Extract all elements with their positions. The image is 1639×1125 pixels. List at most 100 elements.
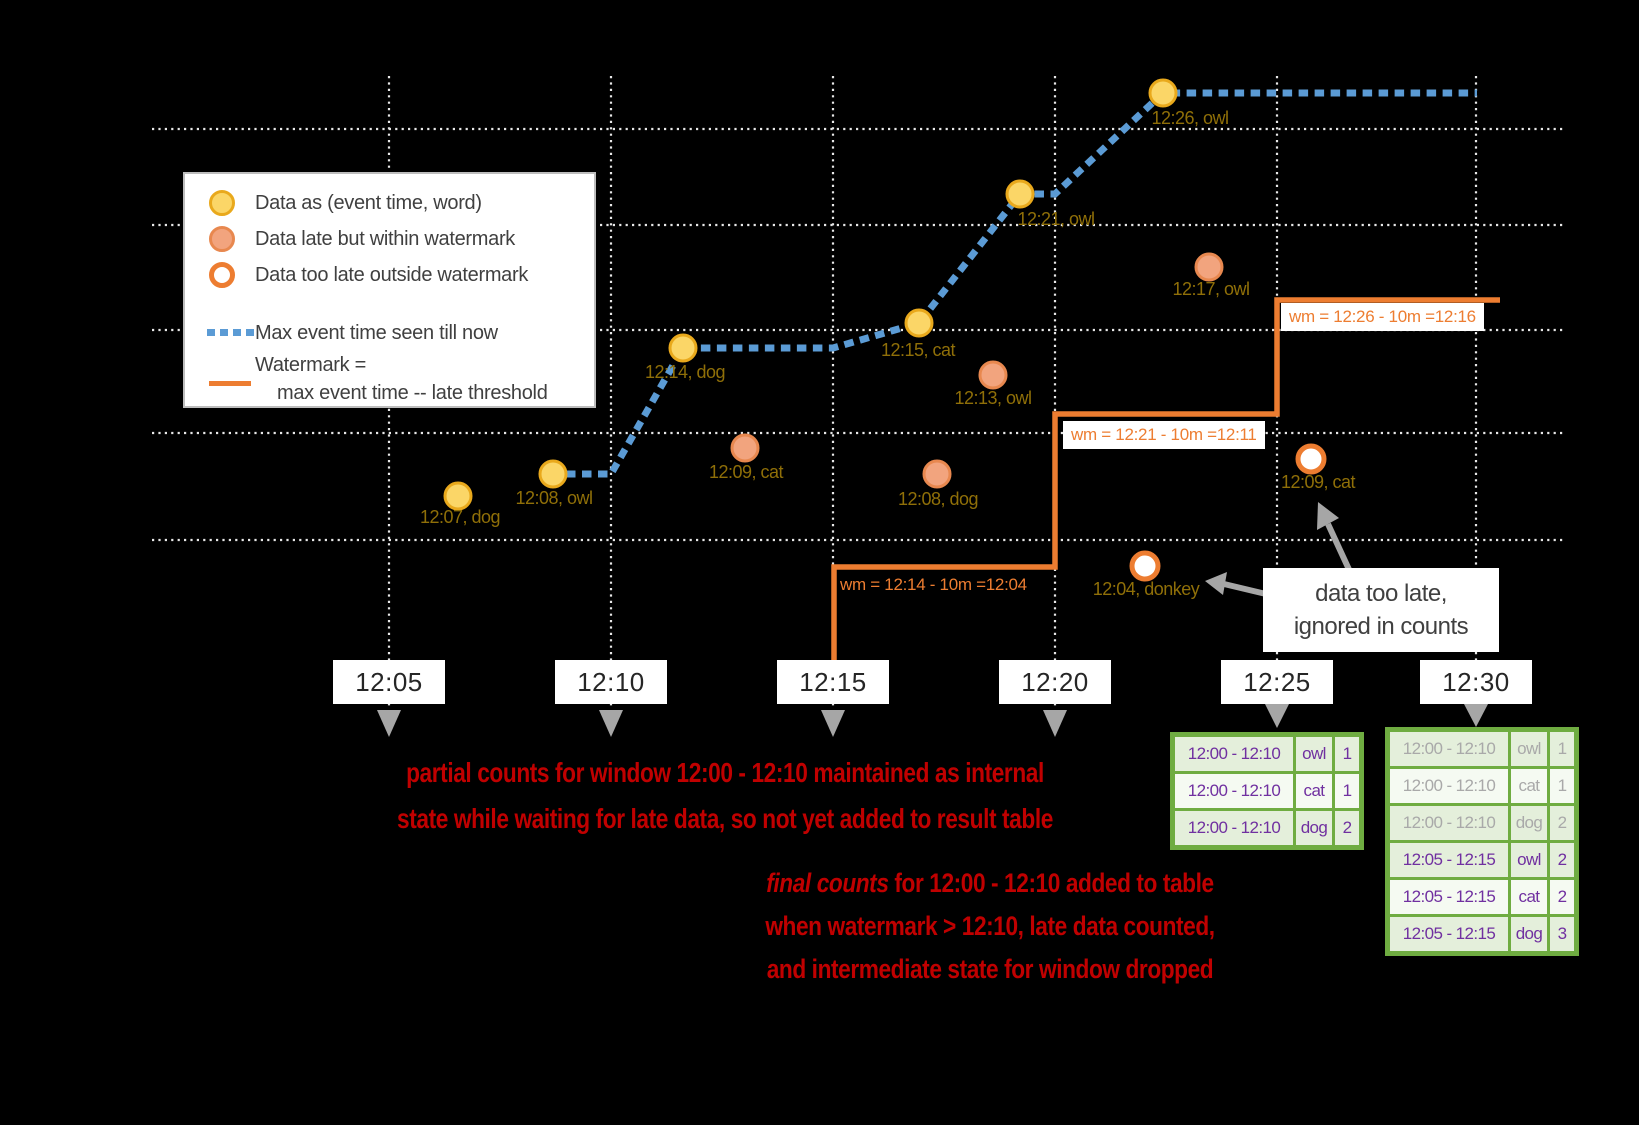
max-event-time-line: [566, 89, 1477, 478]
legend-item-max-event-time: Max event time seen till now: [255, 322, 498, 344]
final-counts-emphasis: final counts: [766, 868, 889, 898]
data-point-late: [978, 360, 1008, 390]
result-cell-word: dog: [1511, 806, 1547, 840]
arrow-down-icon: [821, 710, 845, 737]
result-cell-window: 12:00 - 12:10: [1175, 737, 1293, 771]
late-dot-icon: [209, 226, 235, 252]
partial-counts-line-2: state while waiting for late data, so no…: [397, 803, 1053, 834]
watermark-step-line: [831, 297, 1500, 661]
result-cell-window: 12:00 - 12:10: [1390, 732, 1508, 766]
too-late-line-1: data too late,: [1315, 580, 1447, 607]
result-cell-word: cat: [1511, 880, 1547, 914]
legend: Data as (event time, word) Data late but…: [183, 172, 596, 408]
data-point-label: 12:14, dog: [644, 362, 726, 382]
result-cell-word: dog: [1511, 917, 1547, 951]
result-cell-word: cat: [1296, 774, 1332, 808]
ontime-dot-icon: [209, 190, 235, 216]
data-point-label: 12:09, cat: [708, 462, 784, 482]
final-counts-line-2: when watermark > 12:10, late data counte…: [765, 911, 1215, 941]
data-point-label: 12:21, owl: [1017, 209, 1095, 229]
watermark-line-icon: [209, 381, 251, 386]
result-cell-word: owl: [1296, 737, 1332, 771]
result-cell-word: owl: [1511, 732, 1547, 766]
data-point-label: 12:17, owl: [1172, 279, 1250, 299]
toolate-dot-icon: [209, 262, 235, 288]
result-cell-window: 12:00 - 12:10: [1175, 774, 1293, 808]
data-point-label: 12:09, cat: [1280, 472, 1356, 492]
result-cell-window: 12:00 - 12:10: [1175, 811, 1293, 845]
partial-counts-note: partial counts for window 12:00 - 12:10 …: [344, 750, 1105, 842]
final-counts-line-1: final counts for 12:00 - 12:10 added to …: [734, 862, 1246, 905]
watermark-value-label-3: wm = 12:26 - 10m =12:16: [1281, 303, 1484, 331]
data-point-late: [922, 459, 952, 489]
time-label-1215: 12:15: [777, 660, 889, 704]
data-point-toolate: [1129, 550, 1161, 582]
data-point-label: 12:08, owl: [515, 488, 593, 508]
result-cell-window: 12:05 - 12:15: [1390, 880, 1508, 914]
data-point-label: 12:07, dog: [419, 507, 501, 527]
result-cell-word: cat: [1511, 769, 1547, 803]
result-cell-count: 2: [1550, 843, 1574, 877]
arrow-down-icon: [377, 710, 401, 737]
arrow-down-icon: [1464, 704, 1488, 727]
legend-item-ontime: Data as (event time, word): [255, 192, 482, 214]
legend-item-toolate: Data too late outside watermark: [255, 264, 529, 286]
time-label-1220: 12:20: [999, 660, 1111, 704]
too-late-line-2: ignored in counts: [1293, 613, 1469, 640]
time-label-1210: 12:10: [555, 660, 667, 704]
max-event-time-dash-icon: [207, 329, 255, 336]
result-cell-window: 12:05 - 12:15: [1390, 917, 1508, 951]
result-cell-count: 1: [1335, 737, 1359, 771]
data-point-label: 12:04, donkey: [1092, 579, 1200, 599]
arrow-up-icon: [1317, 502, 1339, 530]
final-counts-line-3: and intermediate state for window droppe…: [766, 954, 1214, 984]
arrow-down-icon: [1043, 710, 1067, 737]
trigger-arrowheads: [377, 704, 1488, 737]
arrow-left-icon: [1205, 572, 1227, 595]
watermark-value-label-1: wm = 12:14 - 10m =12:04: [840, 575, 1027, 594]
result-cell-count: 3: [1550, 917, 1574, 951]
legend-item-late: Data late but within watermark: [255, 228, 516, 250]
data-point-ontime: [904, 308, 934, 338]
data-point-ontime: [443, 481, 473, 511]
too-late-callout: data too late, ignored in counts: [1263, 568, 1499, 652]
result-table-1225: 12:00 - 12:10 owl 1 12:00 - 12:10 cat 1 12:00 …: [1170, 732, 1364, 850]
result-cell-count: 2: [1335, 811, 1359, 845]
arrow-down-icon: [599, 710, 623, 737]
arrow-shaft: [1223, 581, 1267, 597]
data-point-label: 12:13, owl: [954, 388, 1032, 408]
data-point-ontime: [668, 333, 698, 363]
result-cell-count: 2: [1550, 806, 1574, 840]
time-label-1230: 12:30: [1420, 660, 1532, 704]
data-point-toolate: [1295, 443, 1327, 475]
watermark-value-label-2: wm = 12:21 - 10m =12:11: [1063, 421, 1265, 449]
data-point-late: [1194, 252, 1224, 282]
horizontal-gridlines: [152, 127, 1563, 542]
result-cell-window: 12:00 - 12:10: [1390, 806, 1508, 840]
result-cell-count: 1: [1550, 769, 1574, 803]
data-point-ontime: [1148, 78, 1178, 108]
result-cell-count: 2: [1550, 880, 1574, 914]
result-cell-window: 12:00 - 12:10: [1390, 769, 1508, 803]
data-point-label: 12:08, dog: [897, 489, 979, 509]
data-point-ontime: [538, 459, 568, 489]
result-table-1230: 12:00 - 12:10 owl 1 12:00 - 12:10 cat 1 12:00 …: [1385, 727, 1579, 956]
data-point-late: [730, 433, 760, 463]
arrow-shaft: [1325, 522, 1355, 578]
result-cell-count: 1: [1335, 774, 1359, 808]
data-point-ontime: [1005, 179, 1035, 209]
partial-counts-line-1: partial counts for window 12:00 - 12:10 …: [406, 757, 1044, 788]
result-cell-word: owl: [1511, 843, 1547, 877]
too-late-arrows: [1205, 502, 1355, 597]
data-point-label: 12:26, owl: [1151, 108, 1229, 128]
arrow-down-icon: [1265, 704, 1289, 728]
time-label-1205: 12:05: [333, 660, 445, 704]
result-cell-count: 1: [1550, 732, 1574, 766]
data-points-layer: [443, 78, 1327, 582]
result-cell-word: dog: [1296, 811, 1332, 845]
time-label-1225: 12:25: [1221, 660, 1333, 704]
legend-item-watermark: Watermark =: [255, 354, 366, 376]
final-counts-note: final counts for 12:00 - 12:10 added to …: [734, 862, 1246, 991]
